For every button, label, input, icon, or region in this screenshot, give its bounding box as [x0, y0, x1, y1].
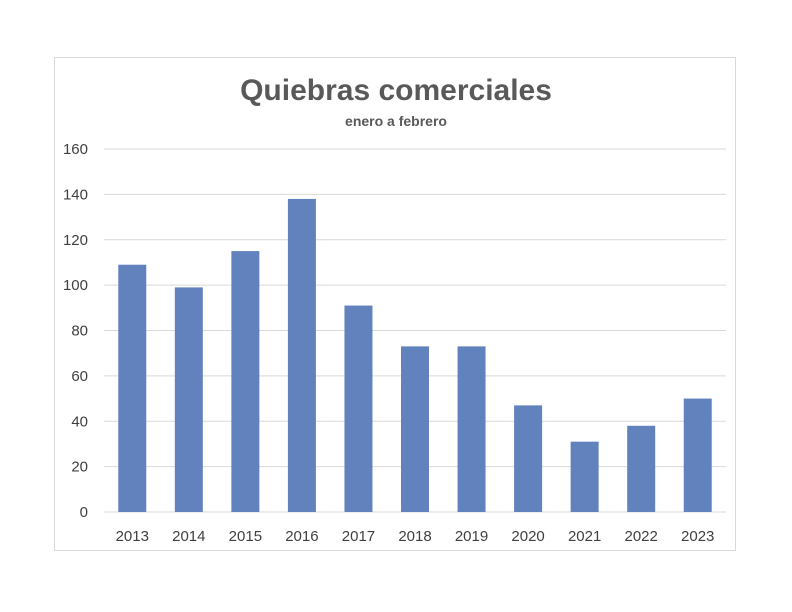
x-tick-label: 2015	[229, 528, 262, 545]
x-tick-label: 2022	[624, 528, 657, 545]
bar-2016	[287, 198, 316, 512]
x-tick-label: 2016	[285, 528, 318, 545]
y-tick-label: 160	[63, 141, 88, 158]
y-tick-label: 120	[63, 232, 88, 249]
chart-title: Quiebras comerciales	[240, 74, 552, 107]
bar-2023	[683, 398, 712, 512]
y-tick-label: 80	[71, 323, 88, 340]
x-tick-label: 2013	[116, 528, 149, 545]
x-axis-ticks: 2013 2014 2015 2016 2017 2018 2019 2020 2021 2022…	[116, 528, 715, 545]
bar-2021	[570, 441, 599, 512]
y-axis-ticks: 0 20 40 60 80 100 120 140 160	[63, 141, 88, 521]
gridlines	[104, 148, 726, 513]
x-tick-label: 2018	[398, 528, 431, 545]
bar-2020	[514, 405, 543, 512]
y-tick-label: 40	[71, 413, 88, 430]
chart-subtitle: enero a febrero	[345, 113, 447, 129]
x-tick-label: 2021	[568, 528, 601, 545]
y-tick-label: 0	[80, 504, 88, 521]
bar-2013	[118, 264, 147, 512]
y-tick-label: 20	[71, 459, 88, 476]
x-tick-label: 2017	[342, 528, 375, 545]
y-tick-label: 60	[71, 368, 88, 385]
chart-frame	[54, 57, 736, 551]
bar-2014	[174, 287, 203, 512]
bar-2019	[457, 346, 486, 512]
y-tick-label: 140	[63, 186, 88, 203]
bar-2022	[627, 425, 656, 512]
bars	[118, 198, 712, 512]
x-tick-label: 2020	[511, 528, 544, 545]
x-tick-label: 2019	[455, 528, 488, 545]
bar-2018	[401, 346, 429, 512]
x-tick-label: 2014	[172, 528, 205, 545]
x-tick-label: 2023	[681, 528, 714, 545]
bar-2017	[344, 305, 373, 512]
y-tick-label: 100	[63, 277, 88, 294]
bar-2015	[231, 251, 260, 512]
